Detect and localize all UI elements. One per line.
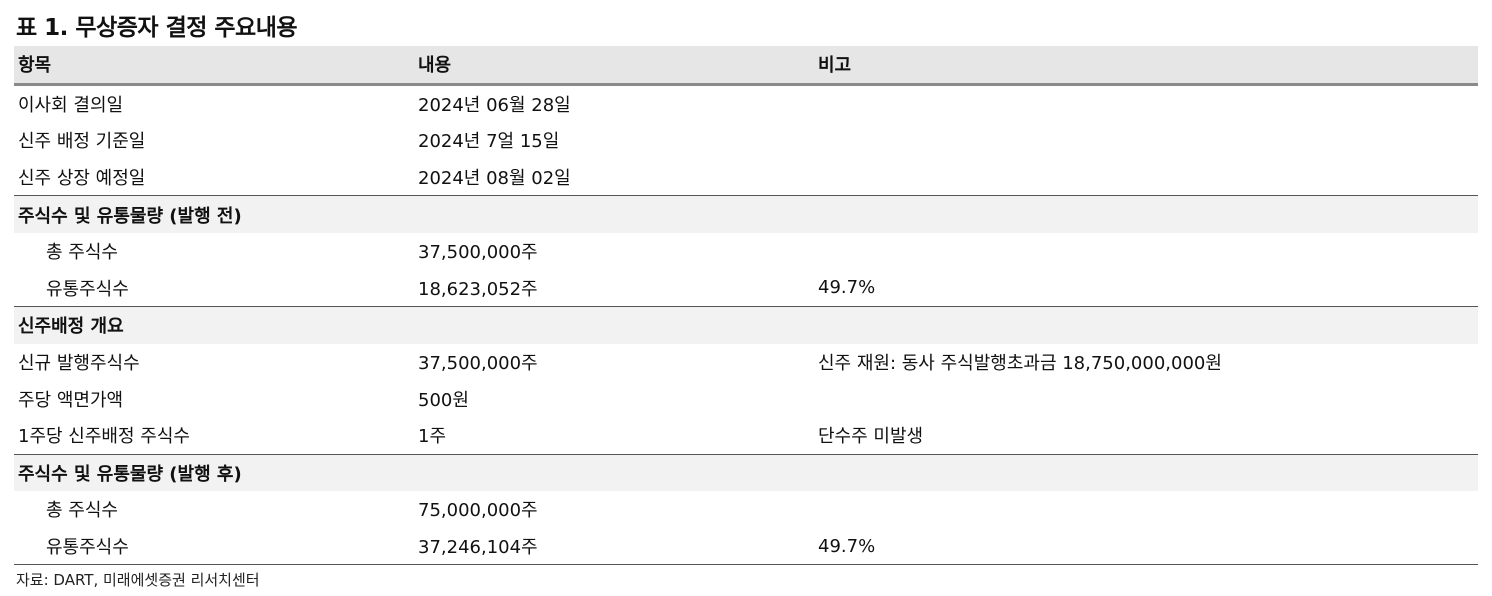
table-row: 유통주식수 18,623,052주 49.7% [14,270,1478,307]
table-row: 신주 상장 예정일 2024년 08월 02일 [14,159,1478,196]
row-note: 49.7% [818,277,876,299]
source-note: 자료: DART, 미래에셋증권 리서치센터 [16,571,260,589]
header-row: 항목 내용 비고 [14,46,1478,85]
table-row: 이사회 결의일 2024년 06월 28일 [14,84,1478,122]
row-content: 2024년 7얼 15일 [418,131,560,153]
row-item: 1주당 신주배정 주식수 [18,426,190,448]
row-item: 신주 배정 기준일 [18,131,146,153]
row-item: 이사회 결의일 [18,94,124,116]
section-title: 신주배정 개요 [14,306,414,344]
row-note: 49.7% [818,535,876,557]
table-row: 총 주식수 37,500,000주 [14,233,1478,270]
row-item: 총 주식수 [46,500,118,522]
row-note [814,122,1478,159]
header-content: 내용 [414,46,814,85]
row-item: 총 주식수 [46,242,118,264]
disclosure-table: 항목 내용 비고 이사회 결의일 2024년 06월 28일 신주 배정 기준일… [14,46,1478,565]
row-content: 18,623,052주 [418,278,538,300]
row-item: 주당 액면가액 [18,389,124,411]
row-content: 1주 [418,426,447,448]
row-content: 75,000,000주 [418,500,538,522]
row-note [814,159,1478,196]
row-item: 신규 발행주식수 [18,353,140,375]
row-item: 유통주식수 [46,537,129,559]
row-content: 37,500,000주 [418,242,538,264]
row-note [814,84,1478,122]
row-note: 신주 재원: 동사 주식발행초과금 18,750,000,000원 [818,353,1222,375]
row-note [814,380,1478,417]
section-row: 주식수 및 유통물량 (발행 전) [14,195,1478,233]
row-content: 500원 [418,389,469,411]
table-row: 유통주식수 37,246,104주 49.7% [14,528,1478,565]
row-content: 37,246,104주 [418,537,538,559]
section-title: 주식수 및 유통물량 (발행 전) [14,195,414,233]
row-item: 신주 상장 예정일 [18,168,146,190]
section-row: 신주배정 개요 [14,306,1478,344]
header-item: 항목 [14,46,414,85]
row-note [814,491,1478,528]
row-content: 37,500,000주 [418,353,538,375]
section-title: 주식수 및 유통물량 (발행 후) [14,453,414,492]
header-note: 비고 [814,46,1478,85]
row-note [814,233,1478,270]
row-content: 2024년 06월 28일 [418,94,571,116]
table-row: 1주당 신주배정 주식수 1주 단수주 미발생 [14,417,1478,454]
table-row: 신규 발행주식수 37,500,000주 신주 재원: 동사 주식발행초과금 1… [14,344,1478,381]
row-note: 단수주 미발생 [818,426,924,448]
table-row: 총 주식수 75,000,000주 [14,491,1478,528]
section-row: 주식수 및 유통물량 (발행 후) [14,453,1478,492]
row-content: 2024년 08월 02일 [418,168,571,190]
table-title: 표 1. 무상증자 결정 주요내용 [16,15,298,41]
row-item: 유통주식수 [46,278,129,300]
table-row: 주당 액면가액 500원 [14,380,1478,417]
table-row: 신주 배정 기준일 2024년 7얼 15일 [14,122,1478,159]
